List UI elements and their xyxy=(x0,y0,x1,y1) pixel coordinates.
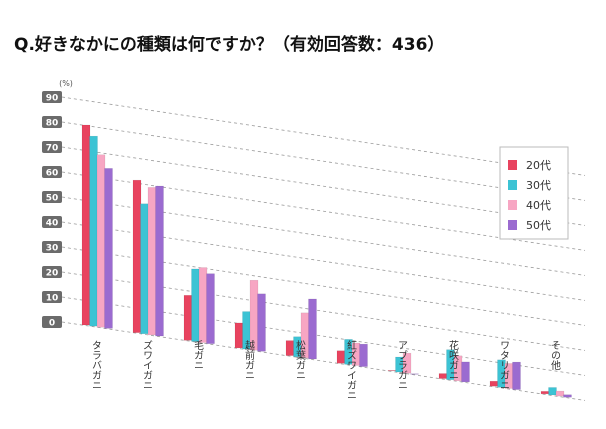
y-tick-50: 50 xyxy=(42,191,62,204)
grid-line xyxy=(61,321,586,401)
category-label: アブラガニ xyxy=(396,340,407,390)
y-tick-40: 40 xyxy=(42,216,62,229)
y-tick-label: 60 xyxy=(46,169,59,179)
bar-0-1 xyxy=(89,135,98,327)
grid-lines xyxy=(61,96,586,401)
category-label: 毛ガニ xyxy=(192,340,204,370)
bar-0-2 xyxy=(96,154,106,328)
legend: 20代 30代 40代 50代 xyxy=(499,146,569,240)
y-tick-badge xyxy=(42,141,62,153)
bar-0-0 xyxy=(81,124,91,326)
y-tick-badge xyxy=(42,316,62,328)
y-tick-20: 20 xyxy=(42,266,62,279)
y-tick-badge xyxy=(42,116,62,128)
bar-7-3 xyxy=(461,361,470,383)
bar-2-0 xyxy=(183,295,193,341)
bar-6-3 xyxy=(410,373,419,375)
bars xyxy=(81,124,572,398)
bar-9-3 xyxy=(563,394,572,398)
legend-swatch xyxy=(508,220,517,230)
bar-1-1 xyxy=(140,203,149,335)
grid-line xyxy=(61,171,586,251)
legend-label: 20代 xyxy=(526,159,551,172)
bar-6-2 xyxy=(402,352,412,374)
y-tick-badge xyxy=(42,291,62,303)
grid-line xyxy=(61,96,586,176)
y-tick-30: 30 xyxy=(42,241,62,254)
legend-item-3: 50代 xyxy=(508,219,551,232)
y-tick-label: 0 xyxy=(49,319,55,329)
bar-1-2 xyxy=(147,187,157,336)
y-tick-0: 0 xyxy=(42,316,62,329)
y-tick-badge xyxy=(42,166,62,178)
bar-2-3 xyxy=(206,273,215,344)
grid-line xyxy=(61,271,586,351)
y-tick-label: 10 xyxy=(46,294,59,304)
bar-9-0 xyxy=(540,391,550,395)
y-tick-label: 30 xyxy=(46,244,59,254)
y-tick-90: 90 xyxy=(42,91,62,104)
bar-1-0 xyxy=(132,179,142,333)
bar-5-3 xyxy=(359,343,368,367)
y-tick-badge xyxy=(42,91,62,103)
legend-swatch xyxy=(508,160,517,170)
legend-item-2: 40代 xyxy=(508,199,551,212)
category-labels: タラバガニ ズワイガニ 毛ガニ 越前ガニ 松葉ガニ 紅ズワイガニ アブラガニ 花咲ガニ ワタリガ… xyxy=(90,339,561,400)
y-tick-label: 40 xyxy=(46,219,59,229)
y-tick-label: 80 xyxy=(46,119,59,129)
grid-line xyxy=(61,146,586,226)
chart-title: Q.好きなかにの種類は何ですか？（有効回答数：436） xyxy=(14,35,445,55)
legend-swatch xyxy=(508,200,517,210)
y-tick-badge xyxy=(42,241,62,253)
y-tick-badge xyxy=(42,191,62,203)
legend-item-0: 20代 xyxy=(508,159,551,172)
category-label: ワタリガニ xyxy=(498,340,510,390)
bar-4-3 xyxy=(308,298,317,360)
category-label: 越前ガニ xyxy=(243,339,255,380)
bar-2-2 xyxy=(198,267,208,343)
legend-swatch xyxy=(508,180,517,190)
grid-line xyxy=(61,121,586,201)
category-label: 花咲ガニ xyxy=(447,339,459,380)
y-tick-badge xyxy=(42,266,62,278)
y-tick-label: 50 xyxy=(46,194,59,204)
bar-1-3 xyxy=(155,185,164,337)
y-tick-label: 70 xyxy=(46,144,59,154)
y-tick-60: 60 xyxy=(42,166,62,179)
y-unit-label: (%) xyxy=(59,79,73,88)
category-label: タラバガニ xyxy=(90,340,102,390)
grid-line xyxy=(61,221,586,301)
category-label: 紅ズワイガニ xyxy=(345,340,357,400)
bar-2-1 xyxy=(191,268,200,342)
bar-9-1 xyxy=(548,387,557,396)
category-label: その他 xyxy=(549,340,561,371)
y-axis: 0 10 20 30 40 50 60 70 80 90 xyxy=(42,91,62,329)
bar-3-3 xyxy=(257,293,266,352)
grid-line xyxy=(61,246,586,326)
legend-label: 40代 xyxy=(526,199,551,212)
bar-0-3 xyxy=(104,168,113,329)
legend-label: 30代 xyxy=(526,179,551,192)
grid-line xyxy=(61,196,586,276)
bar-8-3 xyxy=(512,361,521,390)
y-tick-badge xyxy=(42,216,62,228)
y-tick-label: 20 xyxy=(46,269,59,279)
y-tick-10: 10 xyxy=(42,291,62,304)
legend-item-1: 30代 xyxy=(508,179,551,192)
legend-label: 50代 xyxy=(526,219,551,232)
bar-9-2 xyxy=(555,390,565,397)
y-tick-70: 70 xyxy=(42,141,62,154)
category-label: ズワイガニ xyxy=(141,340,153,390)
y-tick-80: 80 xyxy=(42,116,62,129)
category-label: 松葉ガニ xyxy=(294,339,306,380)
y-tick-label: 90 xyxy=(46,94,59,104)
